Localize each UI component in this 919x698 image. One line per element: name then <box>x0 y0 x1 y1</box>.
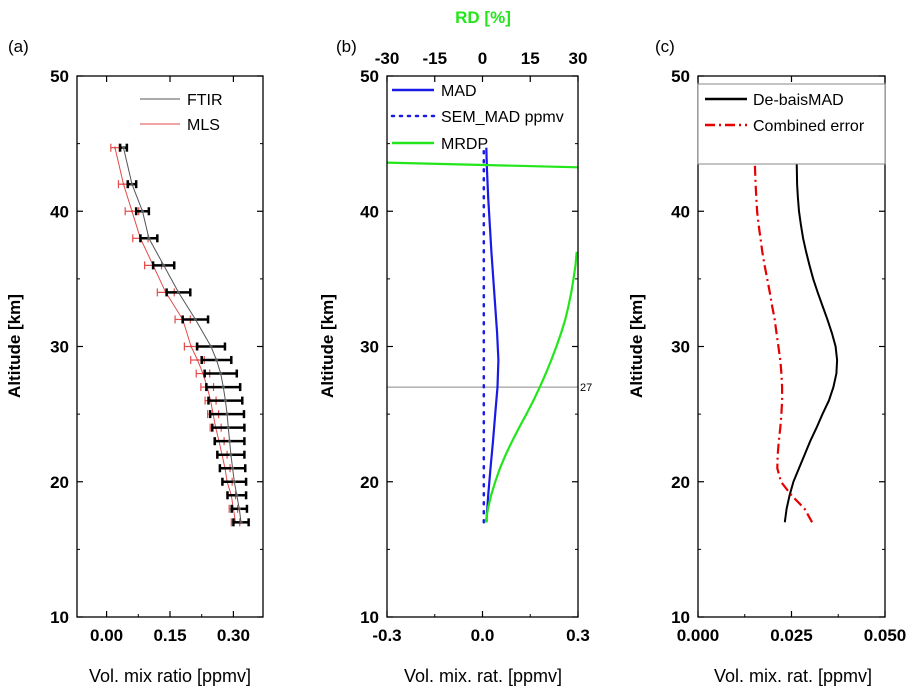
top-x-tick-label: 30 <box>569 49 588 68</box>
panel-b-letter: (b) <box>336 37 357 56</box>
legend-sem-mad-label: SEM_MAD ppmv <box>441 109 564 126</box>
top-x-tick-label: 15 <box>521 49 540 68</box>
panel-b-y-axis-label: Altitude [km] <box>318 294 337 398</box>
panel-c-legend: De-baisMAD Combined error <box>697 83 886 165</box>
series-mad-line <box>485 147 500 523</box>
x-tick-label: 0.025 <box>770 626 813 645</box>
panel-b: 10 20 30 40 50 -0.3 0.0 0.3 -30 -15 0 15 30 27 MAD S… <box>318 8 592 686</box>
point-ftir <box>162 263 166 267</box>
panel-c-letter: (c) <box>655 37 675 56</box>
top-x-tick-label: -30 <box>375 49 400 68</box>
panel-c-x-axis-label: Vol. mix. rat. [ppmv] <box>714 666 872 686</box>
point-ftir <box>229 453 233 457</box>
series-mls-line <box>114 147 236 523</box>
point-ftir <box>230 466 235 470</box>
series-de-baismad-line <box>783 162 839 523</box>
panel-c-ticks: 10 20 30 40 50 0.000 0.025 0.050 <box>671 67 906 645</box>
point-ftir <box>140 209 145 213</box>
y-tick-label: 40 <box>671 202 690 221</box>
x-tick-label: 0.3 <box>566 626 590 645</box>
y-tick-label: 30 <box>50 338 69 357</box>
y-tick-label: 40 <box>360 202 379 221</box>
legend-mrdp-label: MRDP <box>441 136 488 153</box>
point-ftir <box>223 399 227 403</box>
point-mls <box>196 358 199 362</box>
point-mls <box>113 146 117 149</box>
point-ftir <box>193 317 197 322</box>
panel-c-y-axis-label: Altitude [km] <box>627 294 646 398</box>
reference-line-label: 27 <box>580 382 592 394</box>
legend-mls-label: MLS <box>187 117 220 134</box>
series-combined-error-line <box>753 162 814 523</box>
point-ftir <box>176 290 181 294</box>
point-ftir <box>121 146 126 150</box>
panel-b-legend: MAD SEM_MAD ppmv MRDP <box>390 83 564 153</box>
legend-ftir-label: FTIR <box>187 92 223 109</box>
panel-c: 10 20 30 40 50 0.000 0.025 0.050 De-baisMAD Com… <box>627 67 906 686</box>
top-x-tick-label: -15 <box>422 49 447 68</box>
y-tick-label: 30 <box>671 338 690 357</box>
panel-a-legend: FTIR MLS <box>140 92 223 134</box>
panel-b-x-axis-label: Vol. mix. rat. [ppmv] <box>404 666 562 686</box>
x-tick-label: 0.050 <box>864 626 907 645</box>
x-tick-label: 0.00 <box>90 626 123 645</box>
point-ftir <box>239 520 243 524</box>
point-ftir <box>147 236 151 240</box>
y-tick-label: 10 <box>360 608 379 627</box>
panel-a-x-axis-label: Vol. mix ratio [ppmv] <box>89 666 251 686</box>
legend-mad-label: MAD <box>441 83 477 100</box>
y-tick-label: 40 <box>50 202 69 221</box>
y-tick-label: 20 <box>671 473 690 492</box>
y-tick-label: 20 <box>360 473 379 492</box>
x-tick-label: 0.30 <box>217 626 250 645</box>
point-ftir <box>130 182 134 186</box>
panel-a-ticks: 10 20 30 40 50 0.00 0.15 0.30 <box>50 67 263 645</box>
point-ftir <box>226 426 230 430</box>
point-ftir <box>232 480 236 484</box>
point-ftir <box>221 385 225 389</box>
panel-a-letter: (a) <box>8 37 29 56</box>
series-mrdp-line <box>484 251 578 523</box>
x-tick-label: 0.0 <box>471 626 495 645</box>
top-x-tick-label: 0 <box>478 49 487 68</box>
y-tick-label: 50 <box>671 67 690 86</box>
y-tick-label: 30 <box>360 338 379 357</box>
point-mls <box>122 183 125 186</box>
y-tick-label: 50 <box>50 67 69 86</box>
series-ftir-line <box>123 147 242 523</box>
point-ftir <box>219 371 223 376</box>
series-mrdp-upper-segment-line <box>386 161 579 169</box>
x-tick-label: 0.15 <box>153 626 186 645</box>
x-tick-label: 0.000 <box>677 626 720 645</box>
point-ftir <box>225 412 229 416</box>
y-tick-label: 10 <box>671 608 690 627</box>
panel-a-frame <box>76 75 264 618</box>
legend-combined-label: Combined error <box>753 118 865 135</box>
point-ftir <box>214 358 219 362</box>
panel-b-frame <box>386 75 579 618</box>
y-tick-label: 20 <box>50 473 69 492</box>
point-mls <box>130 210 134 213</box>
panel-a-y-axis-label: Altitude [km] <box>5 294 24 398</box>
point-ftir <box>228 439 232 443</box>
point-ftir <box>209 344 213 349</box>
point-mls <box>189 345 193 348</box>
legend-debias-label: De-baisMAD <box>753 92 844 109</box>
y-tick-label: 10 <box>50 608 69 627</box>
panel-c-data <box>753 162 839 523</box>
panel-a: 10 20 30 40 50 0.00 0.15 0.30 FTIR MLS Vol. mix… <box>5 67 264 686</box>
point-ftir <box>235 493 239 497</box>
panel-b-data <box>386 146 579 524</box>
x-tick-label: -0.3 <box>372 626 401 645</box>
panel-b-top-axis-label: RD [%] <box>455 8 511 27</box>
y-tick-label: 50 <box>360 67 379 86</box>
panel-b-ticks: 10 20 30 40 50 -0.3 0.0 0.3 -30 -15 0 15 30 <box>360 49 590 645</box>
point-ftir <box>237 507 241 511</box>
panel-a-data <box>110 143 250 527</box>
